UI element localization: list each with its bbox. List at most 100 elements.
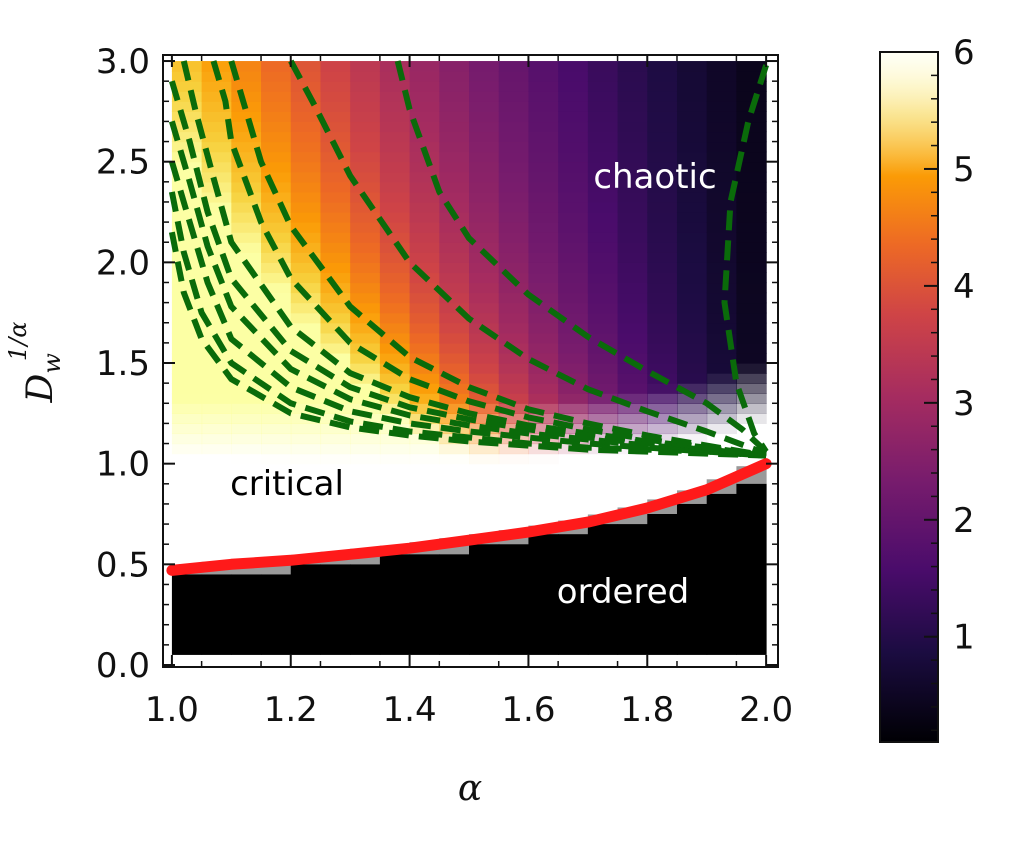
heatmap-cell (171, 413, 203, 425)
heatmap-cell (409, 352, 440, 364)
heatmap-cell (439, 292, 470, 304)
heatmap-cell (617, 181, 648, 193)
heatmap-cell (171, 131, 203, 143)
contour-line (288, 59, 768, 457)
heatmap-cell (261, 181, 292, 193)
heatmap-cell (558, 212, 589, 223)
heatmap-cell (647, 242, 678, 253)
heatmap-cell (261, 81, 292, 92)
heatmap-cell (498, 191, 530, 203)
heatmap-cell (587, 71, 619, 82)
heatmap-cell (350, 312, 381, 324)
heatmap-cell (736, 373, 767, 384)
heatmap-cell (379, 393, 411, 404)
heatmap-cell (528, 272, 559, 284)
heatmap-cell (528, 292, 559, 304)
heatmap-cell (617, 71, 648, 82)
heatmap-cell (558, 403, 589, 414)
heatmap-cell (379, 81, 411, 92)
heatmap-cell (587, 201, 619, 213)
heatmap-cell (736, 212, 767, 223)
heatmap-cell (379, 121, 411, 133)
ordered-region (171, 466, 767, 655)
heatmap-cell (676, 252, 708, 263)
heatmap-cell (736, 222, 767, 233)
heatmap-cell (261, 342, 292, 354)
heatmap-cell (409, 423, 440, 435)
heatmap-cell (350, 131, 381, 143)
heatmap-cell (439, 352, 470, 364)
heatmap-cell (261, 131, 292, 143)
heatmap-cell (201, 91, 232, 102)
heatmap-cell (409, 403, 440, 414)
heatmap-cell (498, 91, 530, 102)
heatmap-cell (320, 302, 351, 314)
heatmap-cell (171, 171, 203, 183)
heatmap-cell (320, 242, 351, 253)
heatmap-cell (736, 272, 767, 284)
heatmap-cell (617, 201, 648, 213)
heatmap-cell (706, 232, 738, 243)
heatmap-cell (647, 161, 678, 173)
heatmap-cell (617, 161, 648, 173)
heatmap-cell (350, 322, 381, 334)
heatmap-cell (528, 352, 559, 364)
heatmap-cell (201, 151, 232, 163)
heatmap-cell (498, 222, 530, 233)
heatmap-cell (558, 363, 589, 374)
heatmap-cell (290, 101, 322, 112)
heatmap-cell (261, 151, 292, 163)
heatmap-cell (498, 242, 530, 253)
heatmap-cell (320, 201, 351, 213)
heatmap-cell (499, 454, 529, 465)
heatmap-cell (171, 232, 203, 243)
heatmap-cell (469, 352, 500, 364)
heatmap-cell (290, 342, 322, 354)
heatmap-cell (261, 111, 292, 123)
heatmap-cell (409, 191, 440, 203)
heatmap-cell (676, 91, 708, 102)
heatmap-cell (171, 433, 203, 445)
heatmap-cell (617, 282, 648, 294)
heatmap-cell (379, 91, 411, 102)
heatmap-cell (231, 454, 261, 465)
heatmap-cell (469, 282, 500, 294)
heatmap-cell (350, 111, 381, 123)
heatmap-cell (201, 403, 232, 414)
heatmap-cell (676, 312, 708, 324)
heatmap-cell (171, 282, 203, 294)
heatmap-cell (350, 91, 381, 102)
heatmap-cell (617, 121, 648, 133)
heatmap-cell (676, 161, 708, 173)
heatmap-cell (261, 71, 292, 82)
heatmap-cell (320, 101, 351, 112)
heatmap-cell (231, 383, 262, 394)
heatmap-cell (379, 312, 411, 324)
heatmap-cell (736, 292, 767, 304)
heatmap-cell (676, 302, 708, 314)
heatmap-cell (587, 413, 619, 425)
heatmap-cell (320, 312, 351, 324)
heatmap-cell (290, 151, 322, 163)
heatmap-cell (647, 282, 678, 294)
heatmap-cell (617, 352, 648, 364)
heatmap-cell (528, 212, 559, 223)
heatmap-cell (320, 81, 351, 92)
heatmap-cell (439, 222, 470, 233)
heatmap-cell (261, 312, 292, 324)
heatmap-cell (617, 413, 648, 425)
heatmap-cell (676, 212, 708, 223)
heatmap-cell (261, 91, 292, 102)
heatmap-cell (736, 393, 767, 404)
heatmap-cell (439, 332, 470, 344)
heatmap-cell (171, 111, 203, 123)
heatmap-cell (736, 332, 767, 344)
heatmap-cell (379, 352, 411, 364)
heatmap-cell (469, 201, 500, 213)
heatmap-cell (290, 443, 322, 455)
heatmap-cell (617, 292, 648, 304)
heatmap-cell (290, 312, 322, 324)
heatmap-cell (587, 131, 619, 143)
heatmap-cell (350, 181, 381, 193)
